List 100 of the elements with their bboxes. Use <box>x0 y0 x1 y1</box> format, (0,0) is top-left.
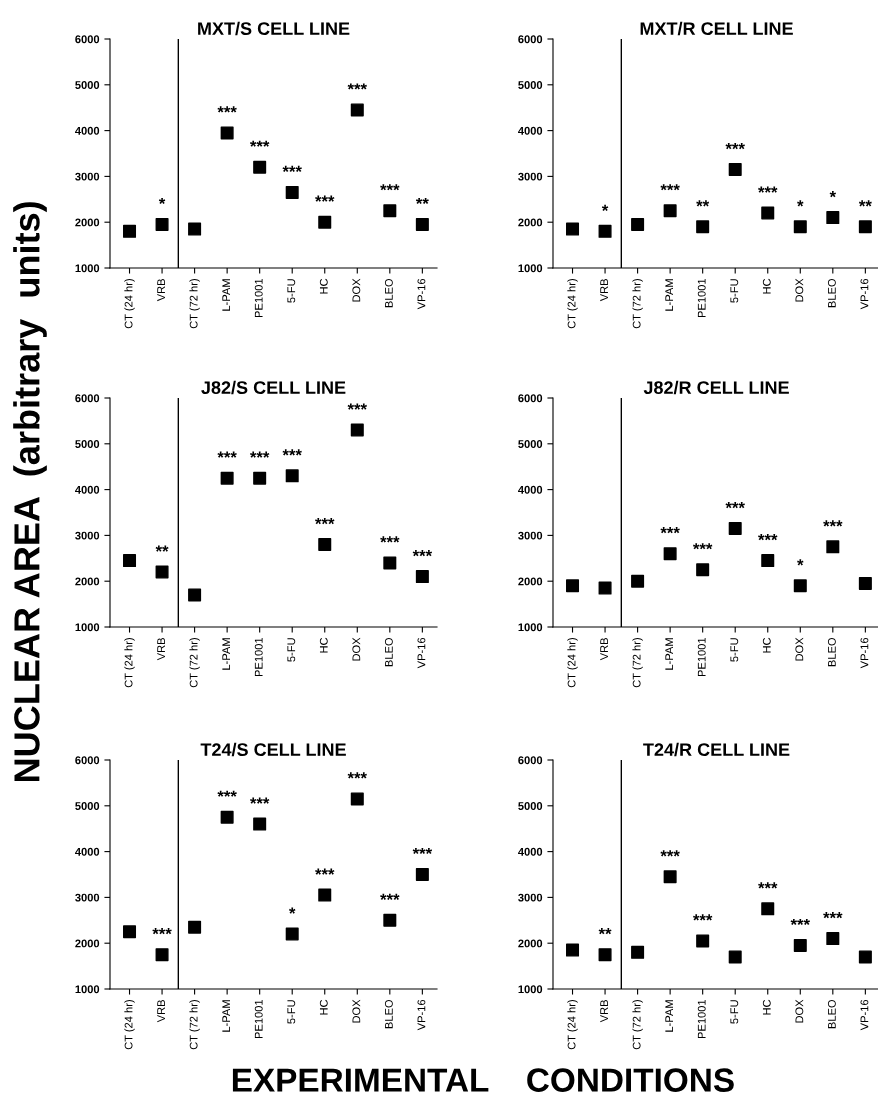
x-tick-label: CT (72 hr) <box>632 279 643 329</box>
point <box>253 817 267 831</box>
annotation: *** <box>692 543 713 550</box>
x-tick-label: BLEO <box>827 637 836 667</box>
annotation: *** <box>347 83 367 90</box>
point <box>350 792 364 806</box>
point <box>155 217 169 231</box>
x-tick-label: L-PAM <box>222 279 231 311</box>
chart-title: MXT/S CELL LINE <box>198 21 350 36</box>
annotation: *** <box>412 847 433 855</box>
point <box>663 204 677 218</box>
x-tick-label: HC <box>762 637 771 653</box>
annotation: *** <box>380 536 400 543</box>
point <box>696 563 710 577</box>
x-tick-label: 5-FU <box>287 279 296 303</box>
y-tick-label: 2000 <box>518 218 543 227</box>
point <box>350 423 364 437</box>
y-tick-label: 5000 <box>518 802 543 810</box>
x-tick-label: L-PAM <box>665 1000 674 1032</box>
x-tick-label: CT (72 hr) <box>189 638 200 688</box>
x-tick-label: HC <box>762 278 771 294</box>
x-tick-label: CT (24 hr) <box>124 279 135 329</box>
annotation: *** <box>217 106 237 113</box>
annotation: * <box>158 197 166 205</box>
x-tick-label: L-PAM <box>665 638 674 670</box>
y-tick-label: 3000 <box>518 893 543 902</box>
y-tick-label: 3000 <box>75 172 100 181</box>
y-tick-label: 3000 <box>75 893 100 902</box>
point <box>318 538 332 552</box>
y-tick-label: 3000 <box>75 531 100 540</box>
annotation: *** <box>660 527 680 534</box>
annotation: *** <box>412 550 433 557</box>
x-tick-label: CT (72 hr) <box>632 638 643 688</box>
x-tick-label: CT (24 hr) <box>124 638 135 688</box>
point <box>285 927 299 941</box>
annotation: *** <box>315 517 335 525</box>
x-tick-label: DOX <box>352 278 361 302</box>
annotation: ** <box>598 928 612 935</box>
point <box>220 810 234 824</box>
x-tick-label: HC <box>319 278 328 294</box>
y-tick-label: 2000 <box>518 577 543 586</box>
x-tick-label: BLEO <box>384 278 393 308</box>
annotation: *** <box>249 140 270 147</box>
annotation: * <box>601 204 609 211</box>
y-tick-label: 5000 <box>75 440 100 448</box>
x-tick-label: VRB <box>600 279 608 302</box>
y-tick-label: 4000 <box>518 126 543 135</box>
y-tick-label: 6000 <box>75 756 100 765</box>
x-tick-label: PE1001 <box>697 278 706 318</box>
annotation: *** <box>249 797 270 804</box>
point <box>728 950 742 964</box>
point <box>761 206 775 220</box>
x-tick-label: VRB <box>157 1000 165 1023</box>
x-tick-label: 5-FU <box>287 638 296 662</box>
y-tick-label: 2000 <box>518 939 543 948</box>
x-tick-label: VRB <box>157 638 165 661</box>
point <box>318 888 332 902</box>
x-tick-label: DOX <box>795 278 804 302</box>
point <box>415 867 429 882</box>
annotation: *** <box>725 501 745 509</box>
y-tick-label: 6000 <box>518 756 543 765</box>
annotation: *** <box>823 520 843 527</box>
point <box>566 579 580 593</box>
point <box>696 220 710 234</box>
x-tick-label: 5-FU <box>287 1000 296 1024</box>
annotation: * <box>797 200 804 207</box>
x-tick-label: BLEO <box>384 637 393 667</box>
annotation: *** <box>380 893 400 900</box>
point <box>598 581 612 595</box>
annotation: *** <box>660 184 680 191</box>
point <box>383 913 397 927</box>
y-tick-label: 5000 <box>75 81 100 89</box>
annotation: *** <box>315 195 335 202</box>
x-tick-label: VP-16 <box>860 637 869 669</box>
point <box>253 471 267 485</box>
y-tick-label: 6000 <box>75 35 100 44</box>
x-tick-label: 5-FU <box>730 1000 739 1024</box>
y-tick-label: 4000 <box>75 847 100 856</box>
y-tick-label: 3000 <box>518 172 543 181</box>
x-tick-label: BLEO <box>827 999 836 1029</box>
point <box>761 902 775 916</box>
point <box>631 217 645 231</box>
x-tick-label: HC <box>319 637 328 653</box>
y-tick-label: 5000 <box>518 81 543 89</box>
chart-title: T24/R CELL LINE <box>643 742 790 757</box>
x-tick-label: L-PAM <box>665 279 674 311</box>
point <box>631 945 645 959</box>
point <box>415 570 429 584</box>
annotation: *** <box>660 850 680 857</box>
chart-title: T24/S CELL LINE <box>200 742 346 757</box>
y-tick-label: 1000 <box>518 264 543 273</box>
point <box>123 554 137 568</box>
annotation: ** <box>858 200 872 207</box>
annotation: *** <box>249 451 270 458</box>
point <box>285 185 299 199</box>
y-tick-label: 6000 <box>518 35 543 44</box>
y-tick-label: 2000 <box>75 218 100 227</box>
point <box>598 224 612 238</box>
y-tick-label: 2000 <box>75 577 100 586</box>
annotation: *** <box>692 914 713 921</box>
